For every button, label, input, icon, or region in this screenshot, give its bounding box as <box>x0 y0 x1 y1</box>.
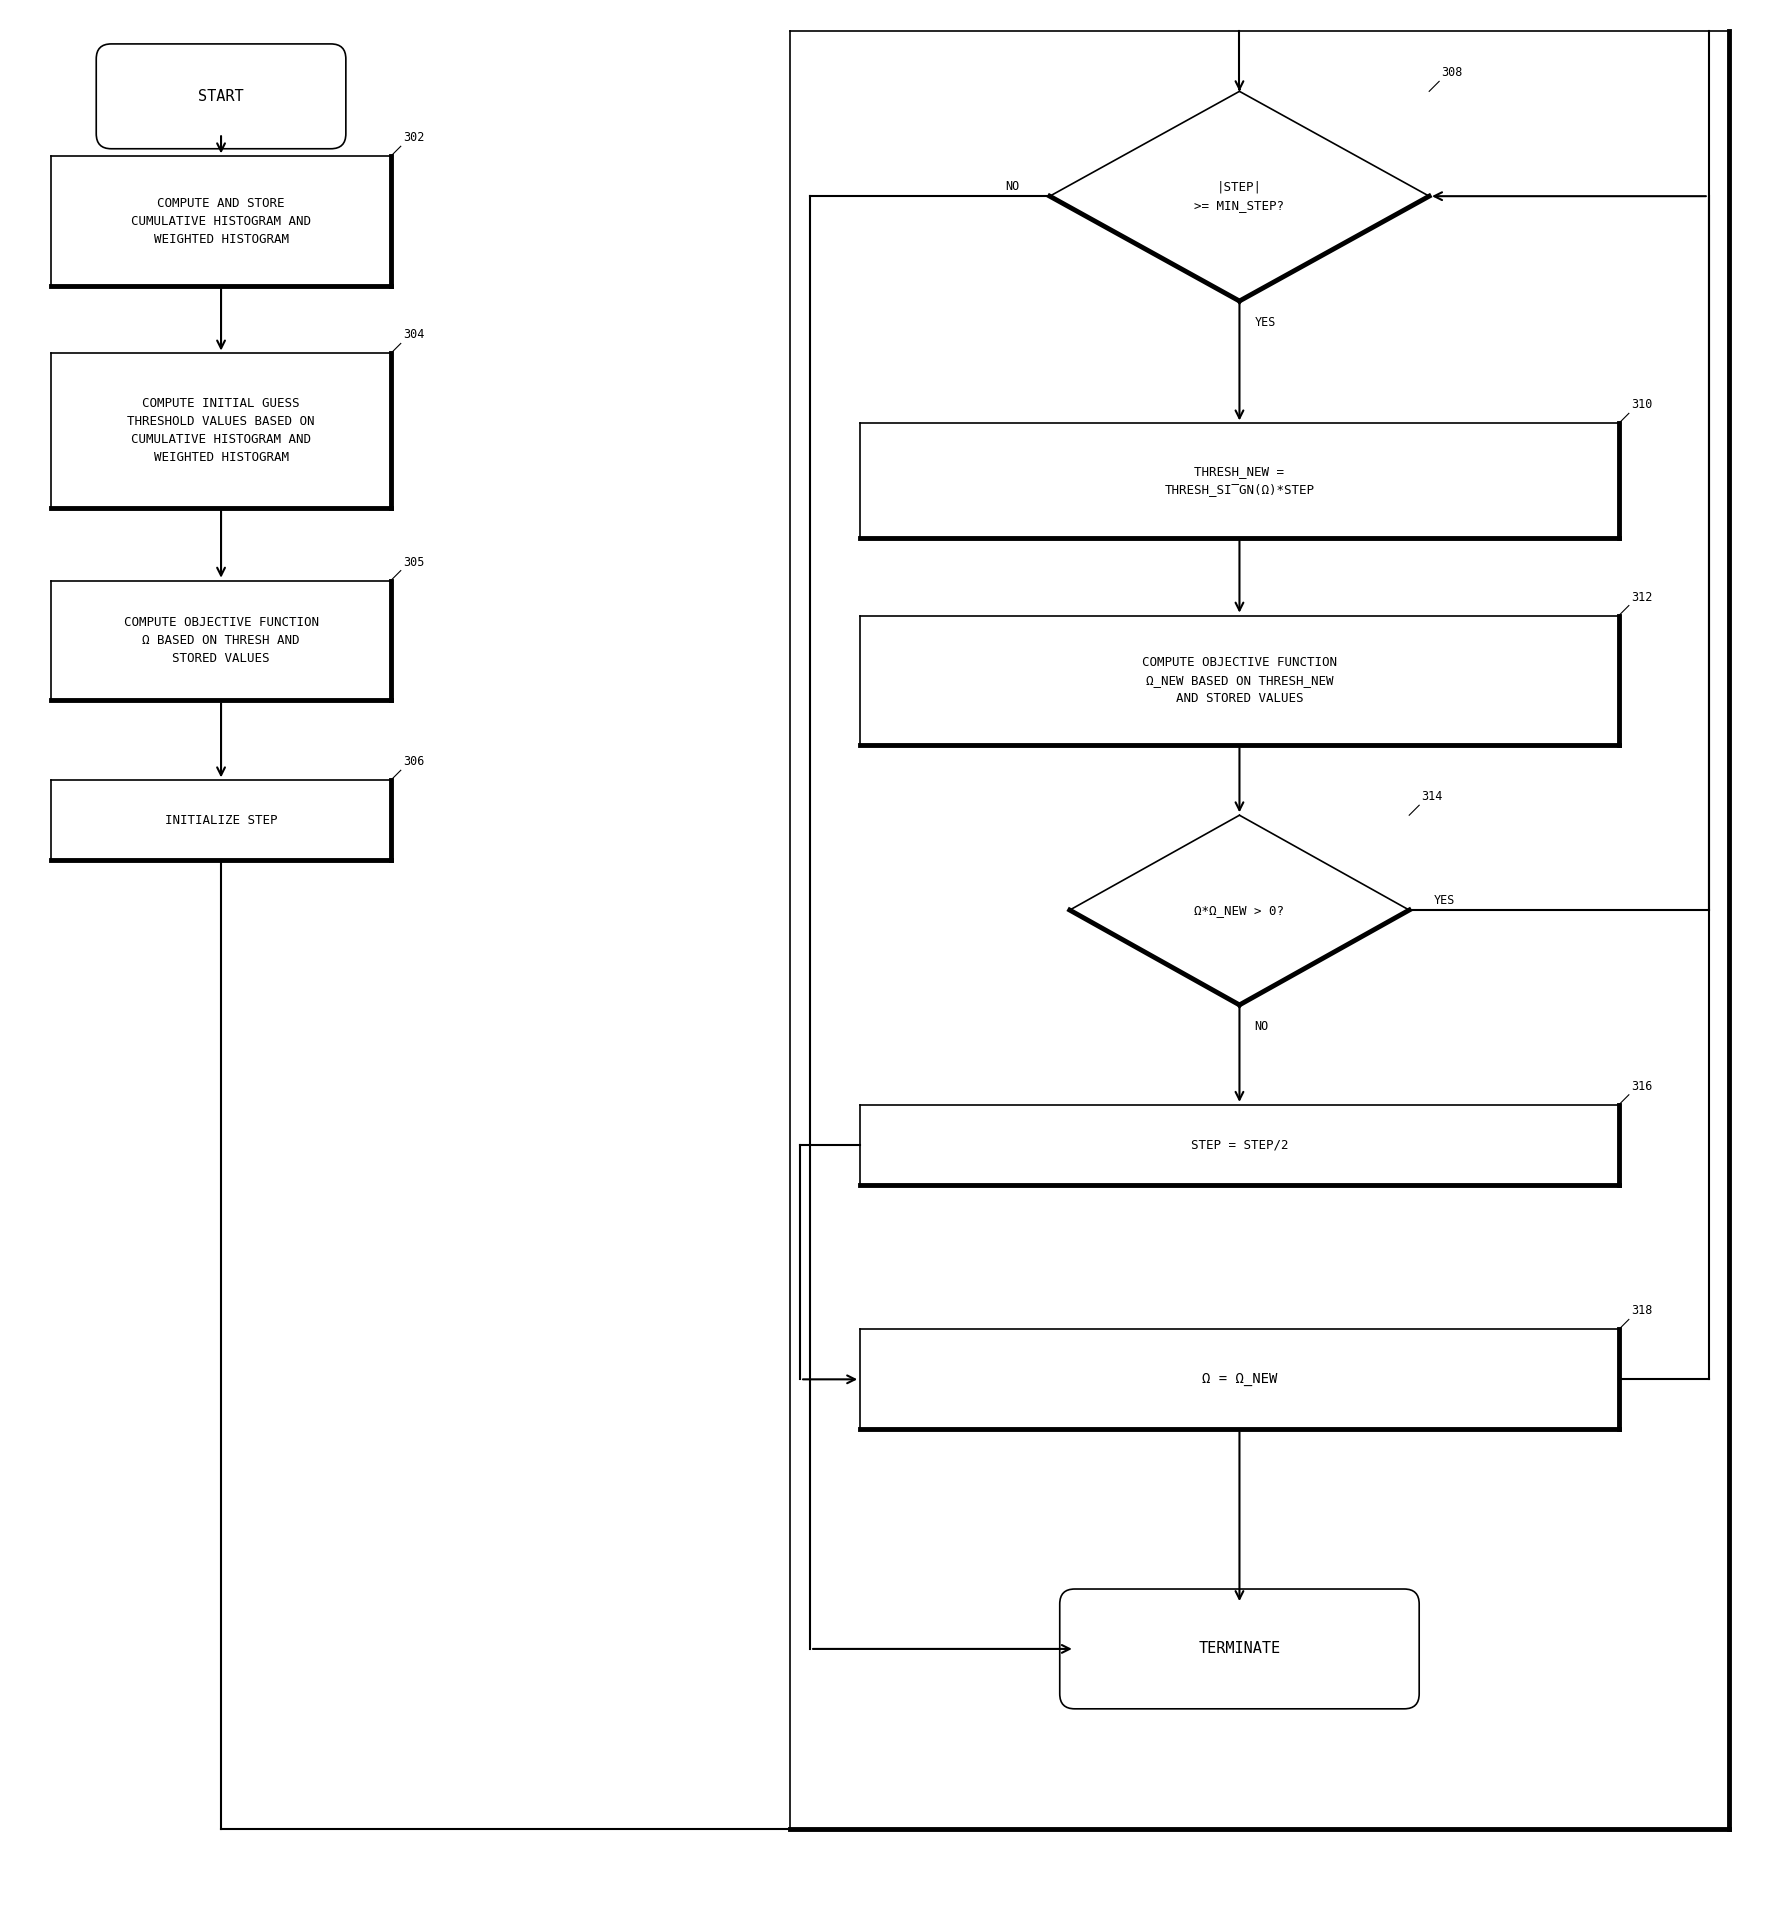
Text: THRESH_NEW =
THRESH_SI̅GN(Ω)*STEP: THRESH_NEW = THRESH_SI̅GN(Ω)*STEP <box>1164 466 1314 497</box>
Bar <box>52 157 392 286</box>
Text: |STEP|
>= MIN_STEP?: |STEP| >= MIN_STEP? <box>1194 181 1284 212</box>
Text: COMPUTE OBJECTIVE FUNCTION
Ω_NEW BASED ON THRESH_NEW
AND STORED VALUES: COMPUTE OBJECTIVE FUNCTION Ω_NEW BASED O… <box>1143 655 1337 705</box>
Bar <box>860 1104 1618 1184</box>
Bar <box>860 1329 1618 1429</box>
Text: 302: 302 <box>402 132 424 145</box>
Text: YES: YES <box>1434 894 1455 907</box>
Bar <box>860 424 1618 539</box>
Text: 318: 318 <box>1631 1305 1652 1318</box>
Text: COMPUTE AND STORE
CUMULATIVE HISTOGRAM AND
WEIGHTED HISTOGRAM: COMPUTE AND STORE CUMULATIVE HISTOGRAM A… <box>131 197 311 246</box>
Text: 310: 310 <box>1631 399 1652 411</box>
Text: 316: 316 <box>1631 1079 1652 1093</box>
Text: 314: 314 <box>1421 791 1443 804</box>
Bar <box>52 353 392 508</box>
Bar <box>52 581 392 701</box>
Text: Ω = Ω_NEW: Ω = Ω_NEW <box>1202 1373 1277 1387</box>
Text: YES: YES <box>1255 315 1277 329</box>
Text: 308: 308 <box>1441 67 1463 80</box>
Bar <box>860 615 1618 745</box>
Text: 304: 304 <box>402 329 424 342</box>
Text: INITIALIZE STEP: INITIALIZE STEP <box>164 814 277 827</box>
Text: Ω*Ω_NEW > 0?: Ω*Ω_NEW > 0? <box>1194 903 1284 917</box>
FancyBboxPatch shape <box>1060 1589 1420 1709</box>
Text: NO: NO <box>1255 1020 1269 1033</box>
FancyBboxPatch shape <box>97 44 345 149</box>
Text: 312: 312 <box>1631 590 1652 604</box>
Text: START: START <box>198 90 243 103</box>
Text: TERMINATE: TERMINATE <box>1198 1641 1280 1656</box>
Text: 306: 306 <box>402 754 424 768</box>
Text: COMPUTE INITIAL GUESS
THRESHOLD VALUES BASED ON
CUMULATIVE HISTOGRAM AND
WEIGHTE: COMPUTE INITIAL GUESS THRESHOLD VALUES B… <box>127 397 315 464</box>
Bar <box>52 781 392 860</box>
Text: COMPUTE OBJECTIVE FUNCTION
Ω BASED ON THRESH AND
STORED VALUES: COMPUTE OBJECTIVE FUNCTION Ω BASED ON TH… <box>123 617 318 665</box>
Text: NO: NO <box>1005 180 1019 193</box>
Text: 305: 305 <box>402 556 424 569</box>
Polygon shape <box>1050 92 1429 302</box>
Polygon shape <box>1069 816 1409 1005</box>
Text: STEP = STEP/2: STEP = STEP/2 <box>1191 1138 1287 1152</box>
